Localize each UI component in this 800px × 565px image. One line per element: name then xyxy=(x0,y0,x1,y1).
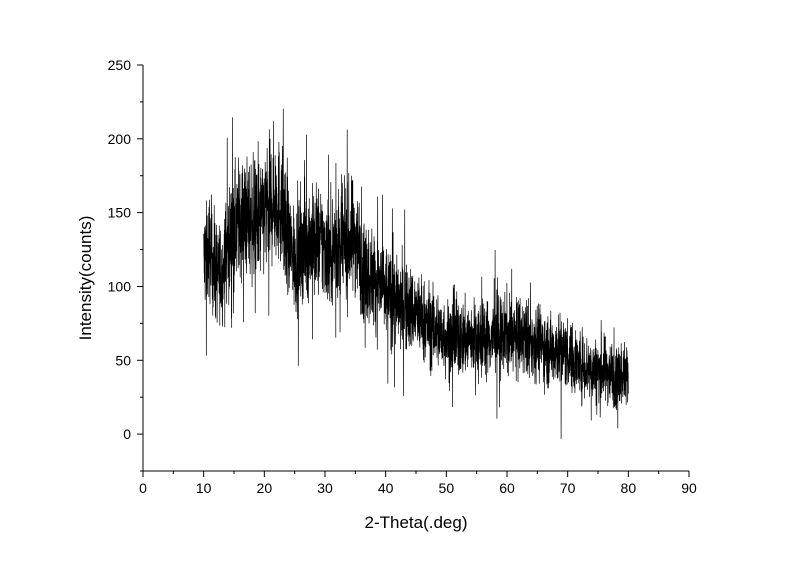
intensity-series-line xyxy=(203,108,629,440)
x-tick-label: 10 xyxy=(196,480,212,496)
x-tick-label: 90 xyxy=(681,480,697,496)
data-layer xyxy=(203,108,629,440)
y-tick-label: 250 xyxy=(108,57,132,73)
y-tick-label: 0 xyxy=(123,426,131,442)
y-tick-label: 200 xyxy=(108,131,132,147)
y-tick-label: 50 xyxy=(115,352,131,368)
x-tick-label: 20 xyxy=(257,480,273,496)
x-tick-label: 0 xyxy=(139,480,147,496)
x-axis-title: 2-Theta(.deg) xyxy=(365,513,468,532)
x-tick-label: 30 xyxy=(317,480,333,496)
x-tick-label: 70 xyxy=(560,480,576,496)
x-tick-label: 40 xyxy=(378,480,394,496)
x-tick-label: 50 xyxy=(439,480,455,496)
x-tick-label: 80 xyxy=(621,480,637,496)
x-tick-label: 60 xyxy=(499,480,515,496)
y-tick-label: 100 xyxy=(108,278,132,294)
ticks-layer: 0 10 20 30 40 50 60 70 80 90 0 50 100 150 200 250 xyxy=(108,57,697,496)
y-axis-title: Intensity(counts) xyxy=(76,216,95,341)
y-tick-label: 150 xyxy=(108,205,132,221)
